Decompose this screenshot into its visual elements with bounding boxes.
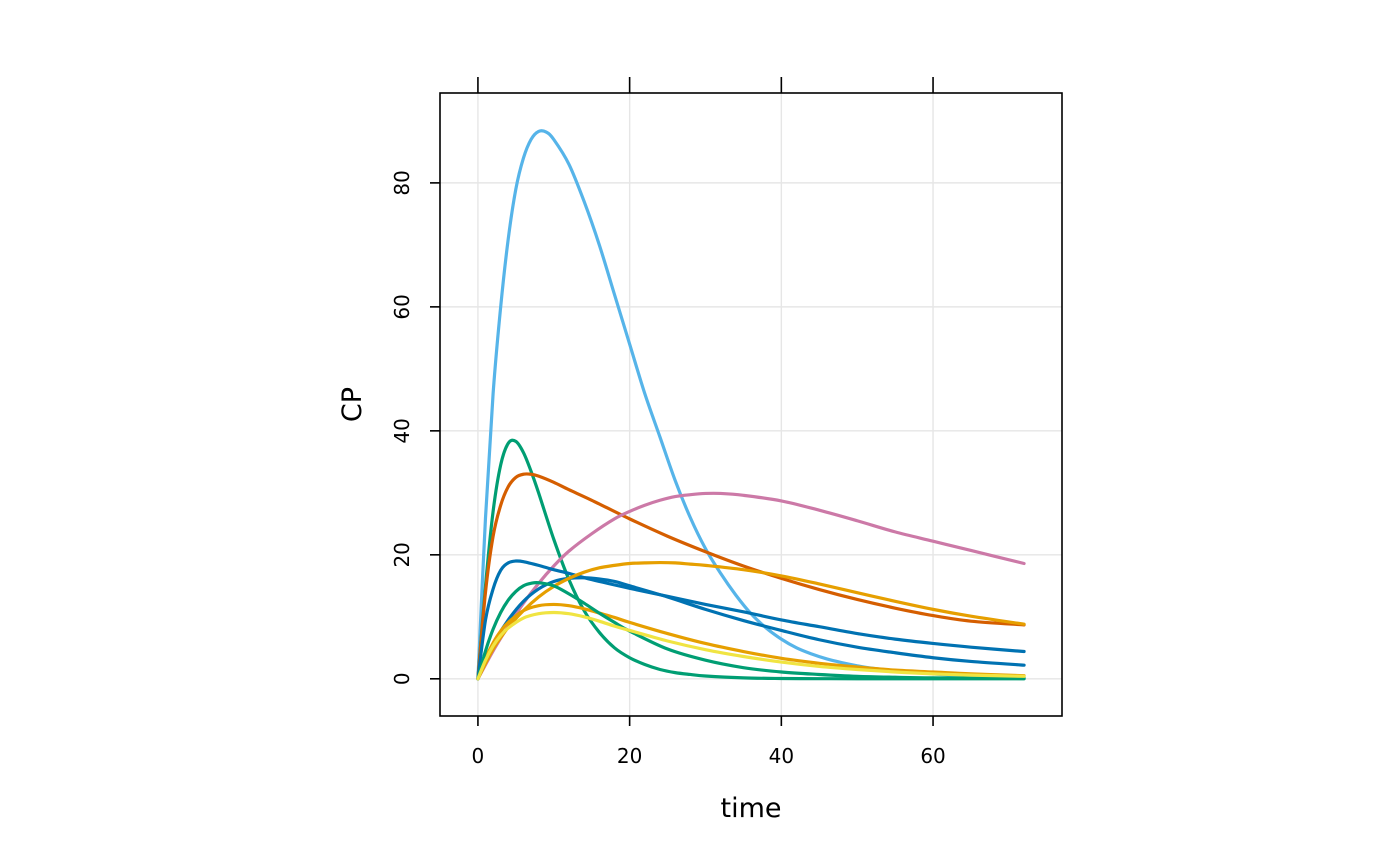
- series-lines: [476, 129, 1026, 681]
- series-line-1: [476, 129, 1026, 681]
- y-tick-label: 60: [390, 294, 414, 319]
- y-tick-label: 0: [390, 672, 414, 685]
- axis-ticks: 0 20 40 60 0 20 40 60 80: [390, 77, 946, 768]
- x-tick-label: 60: [920, 744, 945, 768]
- y-tick-label: 20: [390, 542, 414, 567]
- series-line-8: [476, 602, 1026, 681]
- x-axis-title: time: [720, 793, 781, 824]
- plot-panel-border: [439, 92, 1063, 717]
- series-line-4: [476, 491, 1026, 681]
- series-line-9: [476, 580, 1026, 681]
- series-line-6: [476, 576, 1026, 681]
- y-tick-label: 80: [390, 170, 414, 195]
- y-axis-title: CP: [337, 387, 368, 422]
- series-line-3: [476, 472, 1026, 681]
- y-tick-label: 40: [390, 418, 414, 443]
- x-tick-label: 40: [769, 744, 794, 768]
- series-line-5: [476, 559, 1026, 681]
- series-line-10: [476, 610, 1026, 681]
- series-line-7: [476, 560, 1026, 681]
- x-tick-label: 20: [617, 744, 642, 768]
- x-tick-label: 0: [472, 744, 485, 768]
- series-line-2: [476, 438, 1026, 681]
